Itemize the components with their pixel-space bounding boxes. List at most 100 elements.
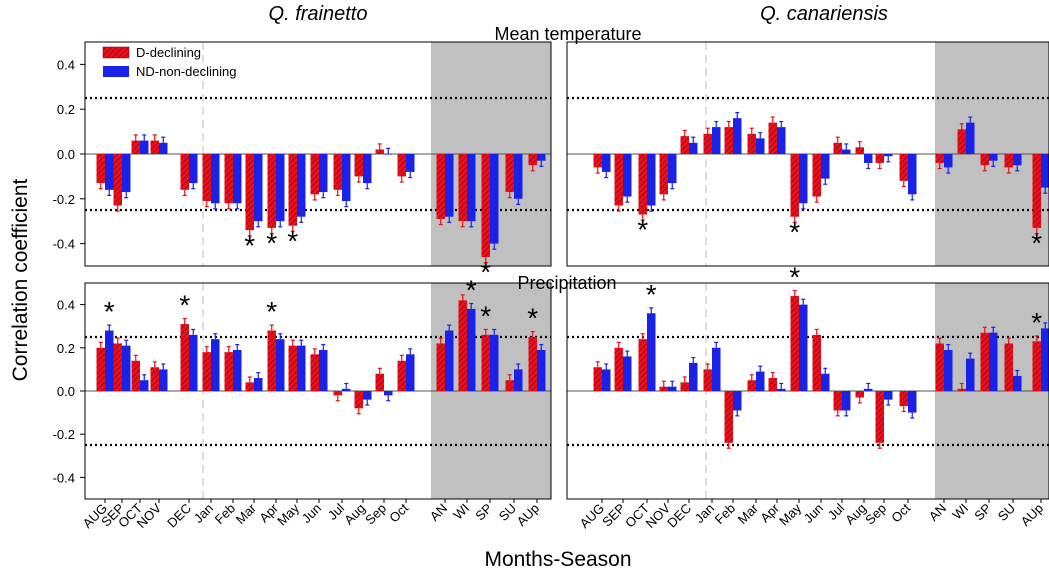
bar-declining-OCT <box>638 339 647 391</box>
bar-non-declining-SU <box>514 369 523 391</box>
legend-swatch-declining <box>102 46 130 59</box>
x-tick-label-AUp: AUp <box>1018 501 1046 529</box>
bar-non-declining-Mar <box>254 154 263 222</box>
bar-non-declining-AN <box>445 154 454 217</box>
bar-declining-SP <box>980 332 989 391</box>
bar-declining-NOV <box>659 386 668 391</box>
bar-non-declining-SEP <box>623 356 632 391</box>
bar-non-declining-OCT <box>140 140 149 154</box>
bar-non-declining-NOV <box>159 142 168 154</box>
bar-declining-Jul <box>333 154 342 190</box>
bar-declining-OCT <box>131 360 140 391</box>
bar-declining-Feb <box>224 154 233 204</box>
season-shading-layer <box>431 42 1049 499</box>
bar-non-declining-WI <box>467 154 476 222</box>
bar-declining-Mar <box>245 154 254 231</box>
significance-star-declining-May: * <box>789 216 800 247</box>
bar-non-declining-SP <box>490 334 499 391</box>
bar-non-declining-SU <box>1013 375 1022 391</box>
bar-non-declining-SP <box>989 154 998 161</box>
y-tick-label: 0.4 <box>57 57 75 72</box>
bar-declining-Mar <box>747 380 756 391</box>
bar-non-declining-WI <box>467 308 476 391</box>
y-tick-label: -0.4 <box>53 237 75 252</box>
bar-declining-AUG <box>593 154 602 168</box>
significance-star-declining-May: * <box>789 262 800 293</box>
bar-declining-SEP <box>614 154 623 206</box>
bar-declining-Mar <box>747 133 756 154</box>
bar-non-declining-SU <box>1013 154 1022 166</box>
bar-declining-Aug <box>855 391 864 398</box>
x-tick-label-May: May <box>274 500 302 528</box>
bar-non-declining-Mar <box>756 371 765 391</box>
bar-declining-Oct <box>899 154 908 181</box>
x-tick-label-Oct: Oct <box>888 500 913 525</box>
bar-non-declining-WI <box>966 122 975 154</box>
bar-non-declining-AN <box>944 154 953 168</box>
panel-frame-q-canariensis-mean-temperature <box>566 41 1049 267</box>
x-tick-label-AUp: AUp <box>514 501 542 529</box>
bar-non-declining-Jul <box>342 154 351 202</box>
bar-declining-May <box>790 295 799 391</box>
bar-declining-WI <box>957 129 966 154</box>
bar-declining-DEC <box>180 324 189 391</box>
bars-layer <box>96 111 1049 449</box>
bar-non-declining-Apr <box>276 154 285 222</box>
bar-non-declining-AUp <box>537 349 546 391</box>
bar-non-declining-AN <box>944 349 953 391</box>
bar-non-declining-May <box>799 304 808 391</box>
significance-star-declining-Apr: * <box>266 228 277 259</box>
x-tick-label-SEP: SEP <box>599 501 628 530</box>
legend: D-declining ND-non-declining <box>102 45 236 79</box>
bar-non-declining-Jun <box>821 154 830 179</box>
bar-declining-Apr <box>267 330 276 391</box>
bar-declining-AN <box>935 154 944 163</box>
species-title-0: Q. frainetto <box>269 3 368 25</box>
bar-declining-Jul <box>333 391 342 396</box>
bar-declining-Oct <box>397 360 406 391</box>
bar-non-declining-Oct <box>406 354 415 391</box>
bar-declining-SP <box>481 334 490 391</box>
bar-declining-SP <box>481 154 490 258</box>
bar-non-declining-Jan <box>211 154 220 204</box>
x-tick-label-SP: SP <box>971 501 994 524</box>
bar-non-declining-Aug <box>363 391 372 400</box>
x-tick-label-Oct: Oct <box>386 500 411 525</box>
significance-star-declining-DEC: * <box>179 290 190 321</box>
y-tick-label: -0.4 <box>53 470 75 485</box>
bar-declining-WI <box>957 388 966 391</box>
bar-declining-AUG <box>96 347 105 391</box>
bar-non-declining-AUG <box>105 154 114 190</box>
significance-star-declining-AUp: * <box>1031 307 1042 338</box>
bar-non-declining-Mar <box>254 378 263 391</box>
bar-non-declining-DEC <box>189 154 198 184</box>
bar-non-declining-Feb <box>233 154 242 204</box>
bar-declining-Aug <box>354 154 363 177</box>
significance-star-non-declining-WI: * <box>466 275 477 306</box>
bar-declining-Sep <box>875 391 884 443</box>
bar-declining-Jun <box>310 154 319 195</box>
bar-declining-WI <box>458 300 467 391</box>
variable-title-precipitation: Precipitation <box>517 273 616 293</box>
significance-star-declining-AUp: * <box>1031 228 1042 259</box>
bar-declining-Apr <box>768 122 777 154</box>
bar-declining-AN <box>436 154 445 219</box>
bar-declining-Jan <box>703 369 712 391</box>
bar-declining-Feb <box>724 127 733 154</box>
bar-non-declining-May <box>799 154 808 204</box>
bar-declining-Apr <box>267 154 276 228</box>
bar-non-declining-Feb <box>733 391 742 411</box>
bar-non-declining-Sep <box>384 154 393 155</box>
bar-declining-Jun <box>812 334 821 391</box>
bar-non-declining-AUG <box>602 154 611 172</box>
bar-declining-Jan <box>703 133 712 154</box>
significance-star-declining-May: * <box>287 225 298 256</box>
bar-declining-AUG <box>96 154 105 184</box>
bar-non-declining-AUG <box>602 369 611 391</box>
bar-non-declining-AUp <box>537 154 546 161</box>
bar-non-declining-NOV <box>668 154 677 184</box>
y-tick-label: -0.2 <box>53 192 75 207</box>
bar-declining-May <box>790 154 799 217</box>
bar-declining-SU <box>1004 343 1013 391</box>
